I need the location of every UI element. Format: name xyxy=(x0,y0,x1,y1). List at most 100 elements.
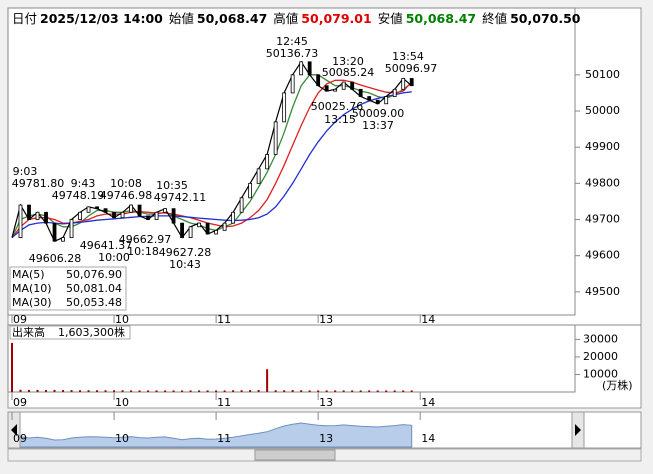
candle xyxy=(273,121,278,155)
volume-bar xyxy=(172,390,175,392)
annotation-time: 10:43 xyxy=(169,258,201,271)
x-tick-label: 09 xyxy=(13,432,27,445)
annotation-time: 10:35 xyxy=(156,179,188,192)
x-tick-label: 10 xyxy=(115,432,129,445)
candle xyxy=(392,88,397,97)
header-label: 日付 xyxy=(12,11,37,26)
candle xyxy=(290,74,295,94)
annotation-time: 13:54 xyxy=(392,50,424,63)
legend-value: 50,053.48 xyxy=(66,296,122,309)
candle xyxy=(350,81,355,90)
candle xyxy=(307,61,312,76)
annotation-price: 50136.73 xyxy=(266,47,319,60)
candle xyxy=(256,168,261,184)
legend-value: 50,081.04 xyxy=(66,282,122,295)
x-tick-label: 10 xyxy=(115,396,129,409)
y-tick-label: 10000 xyxy=(583,367,618,380)
volume-bar xyxy=(11,342,13,392)
annotation-price: 49742.11 xyxy=(154,191,207,204)
x-tick-label: 13 xyxy=(319,396,333,409)
header-value: 50,068.47 xyxy=(406,11,476,26)
candle xyxy=(61,237,65,242)
annotation-time: 9:03 xyxy=(13,165,38,178)
annotation-price: 49627.28 xyxy=(159,246,212,259)
candle xyxy=(205,222,210,235)
candle xyxy=(316,74,321,87)
annotation-price: 50025.76 xyxy=(311,100,364,113)
legend-name: MA(30) xyxy=(12,296,52,309)
volume-bar xyxy=(402,390,405,392)
volume-bar xyxy=(138,390,141,392)
candle xyxy=(69,219,74,239)
volume-bar xyxy=(19,389,22,392)
volume-bar xyxy=(164,390,167,392)
scroll-thumb[interactable] xyxy=(254,449,336,461)
candle xyxy=(299,61,304,76)
candle xyxy=(18,204,23,239)
ma-line xyxy=(11,79,413,239)
volume-bar xyxy=(215,390,218,392)
volume-bar xyxy=(189,390,192,392)
volume-bar xyxy=(181,390,184,392)
annotation-price: 49748.19 xyxy=(52,189,105,202)
annotation-time: 13:37 xyxy=(362,119,394,132)
candle xyxy=(52,222,57,242)
annotation-price: 49662.97 xyxy=(119,233,172,246)
volume-bar xyxy=(334,390,337,392)
volume-bar xyxy=(410,390,413,392)
legend-name: MA(5) xyxy=(12,268,45,281)
volume-bar xyxy=(130,390,133,392)
candle xyxy=(171,208,176,224)
volume-bar xyxy=(351,390,354,392)
x-tick-label: 10 xyxy=(115,313,129,326)
volume-bar xyxy=(113,390,116,392)
volume-bar xyxy=(79,390,82,392)
candle xyxy=(401,78,406,90)
candle xyxy=(231,211,236,224)
volume-bar xyxy=(291,390,294,392)
candle xyxy=(103,208,108,213)
candle xyxy=(78,211,82,220)
annotation-price: 50096.97 xyxy=(385,62,438,75)
y-tick-label: 20000 xyxy=(583,350,618,363)
candle xyxy=(222,222,227,231)
volume-bar xyxy=(359,390,362,392)
navigator-area xyxy=(11,422,413,448)
y-tick-label: 50000 xyxy=(585,104,620,117)
annotation-time: 13:20 xyxy=(332,55,364,68)
legend-name: MA(10) xyxy=(12,282,52,295)
annotation-time: 10:08 xyxy=(110,177,142,190)
volume-bar xyxy=(393,390,396,392)
volume-bar xyxy=(206,390,209,392)
nav-right-arrow xyxy=(575,424,581,436)
volume-unit: (万株) xyxy=(602,378,633,392)
volume-bar xyxy=(104,390,107,392)
volume-bar xyxy=(36,389,39,392)
nav-left-arrow xyxy=(11,424,17,436)
candle xyxy=(384,96,389,105)
candle xyxy=(265,154,270,170)
y-tick-label: 49700 xyxy=(585,213,620,226)
candle xyxy=(112,211,116,219)
volume-bar xyxy=(266,369,269,392)
annotation-time: 10:18 xyxy=(127,245,159,258)
annotation-price: 49746.98 xyxy=(100,189,153,202)
volume-label: 出来高 xyxy=(12,325,45,339)
volume-bar xyxy=(147,390,150,392)
candle xyxy=(95,206,99,210)
ma-line xyxy=(11,91,412,239)
y-tick-label: 49900 xyxy=(585,140,620,153)
annotation-time: 13:15 xyxy=(324,113,356,126)
candle xyxy=(180,222,184,239)
volume-bar xyxy=(121,390,124,392)
candle xyxy=(137,204,142,217)
volume-bar xyxy=(257,390,260,392)
volume-bar xyxy=(249,390,252,392)
candle xyxy=(324,85,329,92)
volume-bar xyxy=(376,390,379,392)
volume-bar xyxy=(53,389,56,392)
volume-bar xyxy=(45,390,48,392)
header-label: 高値 xyxy=(273,11,298,26)
volume-bar xyxy=(274,390,277,392)
